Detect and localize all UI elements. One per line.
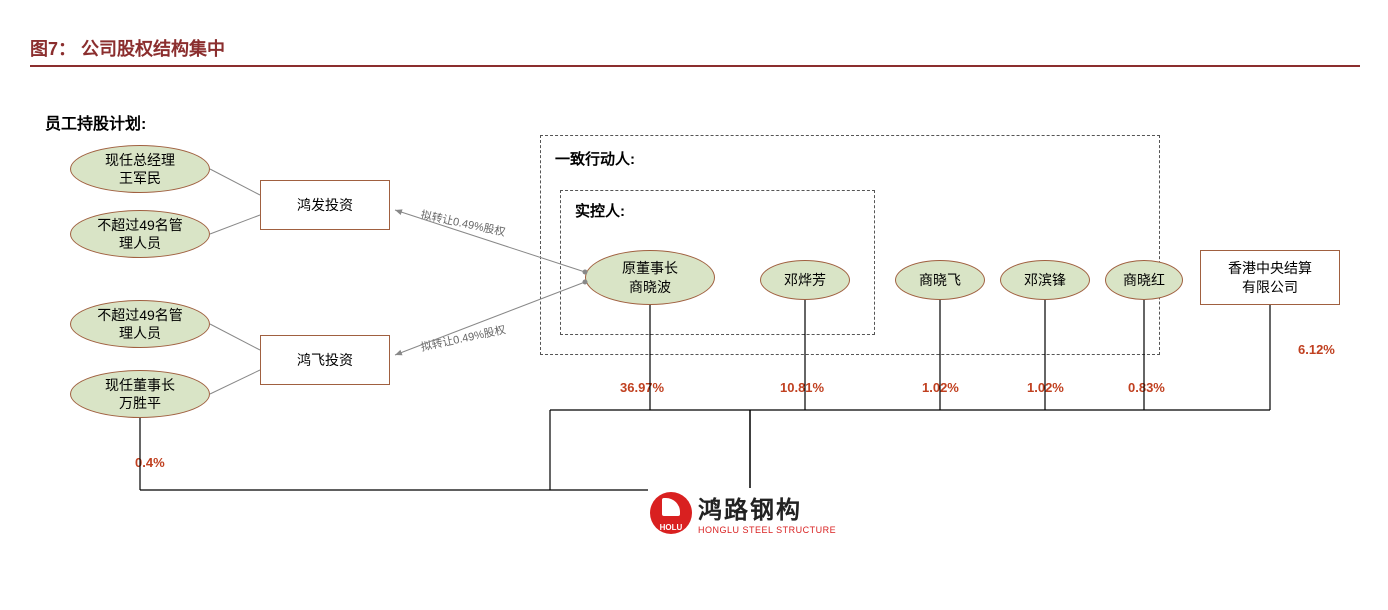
edge-label-transfer2: 拟转让0.49%股权 <box>419 321 507 355</box>
edge-label-transfer1: 拟转让0.49%股权 <box>419 206 507 240</box>
pct-sxb: 36.97% <box>620 380 664 395</box>
figure-title: 图7： 公司股权结构集中 <box>30 35 225 61</box>
node-shang-xiaohong: 商晓红 <box>1105 260 1183 300</box>
node-shang-xiaofei: 商晓飞 <box>895 260 985 300</box>
node-chairman: 现任董事长 万胜平 <box>70 370 210 418</box>
company-text-block: 鸿路钢构 HONGLU STEEL STRUCTURE <box>698 490 836 535</box>
controller-label: 实控人: <box>575 200 625 221</box>
diagram-canvas: 图7： 公司股权结构集中 员工持股计划: 现任总经理 王军民 不超过49名管 理… <box>0 0 1388 610</box>
pct-sxh: 0.83% <box>1128 380 1165 395</box>
node-hk-clearing: 香港中央结算 有限公司 <box>1200 250 1340 305</box>
pct-hk: 6.12% <box>1298 342 1335 357</box>
pct-wsp: 0.4% <box>135 455 165 470</box>
pct-sxf: 1.02% <box>922 380 959 395</box>
logo-circle-icon: HOLU <box>650 492 692 534</box>
esop-section-label: 员工持股计划: <box>45 110 146 134</box>
concerted-label: 一致行动人: <box>555 148 635 169</box>
node-deng-yefang: 邓烨芳 <box>760 260 850 300</box>
logo-shape-icon <box>662 498 680 516</box>
company-logo: HOLU 鸿路钢构 HONGLU STEEL STRUCTURE <box>650 490 836 535</box>
title-underline <box>30 65 1360 67</box>
pct-dbf: 1.02% <box>1027 380 1064 395</box>
title-text: 公司股权结构集中 <box>81 39 225 59</box>
node-gm: 现任总经理 王军民 <box>70 145 210 193</box>
company-name-en: HONGLU STEEL STRUCTURE <box>698 525 836 535</box>
node-hongfei-invest: 鸿飞投资 <box>260 335 390 385</box>
pct-dyf: 10.81% <box>780 380 824 395</box>
node-mgr49a: 不超过49名管 理人员 <box>70 210 210 258</box>
title-prefix: 图7： <box>30 39 76 59</box>
node-hongfa-invest: 鸿发投资 <box>260 180 390 230</box>
node-mgr49b: 不超过49名管 理人员 <box>70 300 210 348</box>
node-shang-xiaobo: 原董事长 商晓波 <box>585 250 715 305</box>
node-deng-binfeng: 邓滨锋 <box>1000 260 1090 300</box>
logo-inner-text: HOLU <box>660 523 683 532</box>
company-name-cn: 鸿路钢构 <box>698 490 836 525</box>
